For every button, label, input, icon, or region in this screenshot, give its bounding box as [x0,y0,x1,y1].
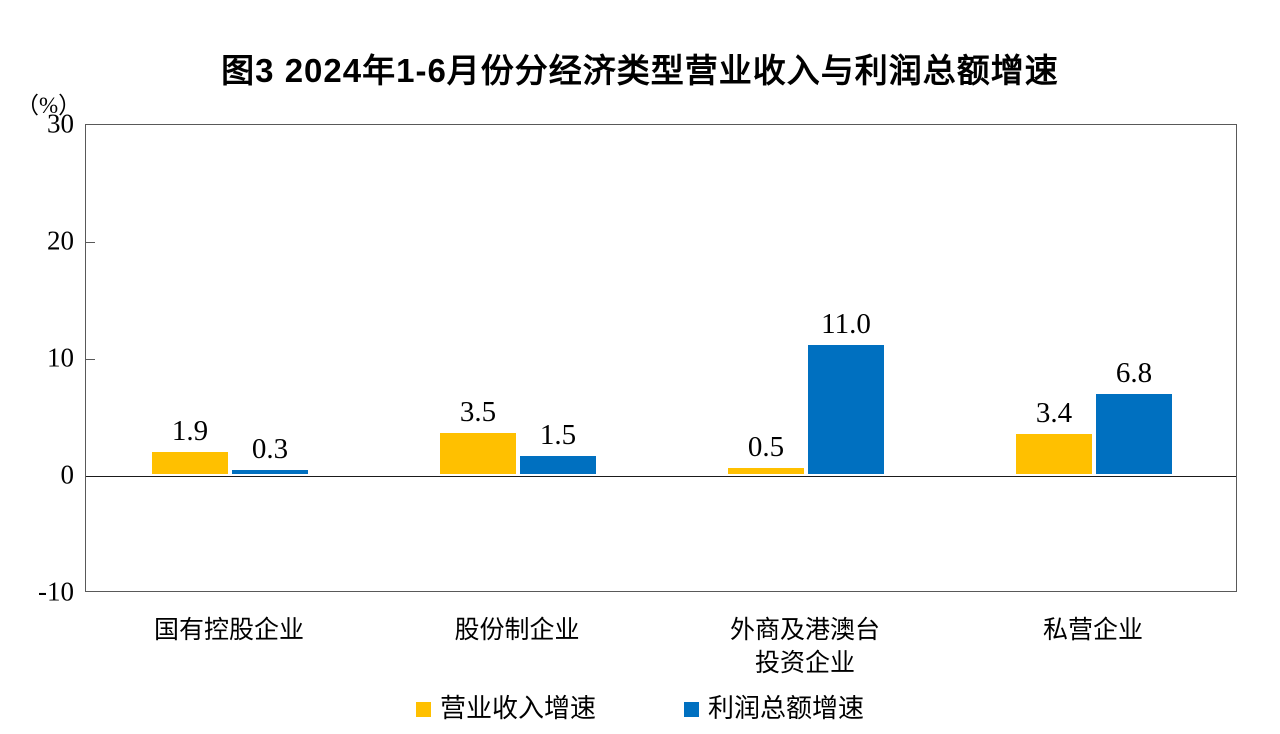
x-category-label-3: 私营企业 [1042,617,1143,644]
bar-value-label: 1.5 [539,419,577,451]
zero-axis-line [86,476,1236,477]
legend-label: 利润总额增速 [708,694,865,723]
profit-bar-1 [520,456,596,474]
legend-item: 营业收入增速 [415,694,596,723]
x-category-label-2: 外商及港澳台 投资企业 [729,617,880,677]
bar-value-label: 1.9 [171,415,209,447]
bar-value-label: 3.5 [459,396,497,428]
bar-value-label: 0.5 [747,431,785,463]
revenue-bar-2 [728,468,804,474]
y-tick-mark [86,359,95,360]
x-category-label-0: 国有控股企业 [153,617,304,644]
revenue-bar-1 [440,433,516,474]
profit-bar-0 [232,470,308,474]
y-tick-label: 10 [47,342,74,373]
y-tick-label: 30 [47,108,74,139]
legend: 营业收入增速 利润总额增速 [0,696,1280,722]
y-tick-mark [86,242,95,243]
y-tick-label: 20 [47,225,74,256]
legend-swatch-icon [415,701,431,717]
legend-label: 营业收入增速 [439,694,596,723]
profit-bar-3 [1096,394,1172,474]
revenue-bar-3 [1016,434,1092,474]
profit-bar-2 [808,345,884,474]
y-axis-unit-label: （%） [16,93,82,118]
x-category-label-1: 股份制企业 [454,617,580,644]
plot-area: 1.9 0.3 3.5 1.5 0.5 11.0 3.4 6.8 [85,124,1237,592]
y-tick-label: 0 [60,459,75,490]
bar-value-label: 3.4 [1035,397,1073,429]
bar-value-label: 6.8 [1115,357,1153,389]
bar-value-label: 11.0 [821,308,871,340]
legend-item: 利润总额增速 [684,696,864,722]
legend-swatch-icon [684,701,699,717]
revenue-bar-0 [152,452,228,474]
chart-title: 图3 2024年1-6月份分经济类型营业收入与利润总额增速 [221,52,1059,89]
y-tick-label: -10 [38,576,74,607]
bar-value-label: 0.3 [251,433,289,465]
